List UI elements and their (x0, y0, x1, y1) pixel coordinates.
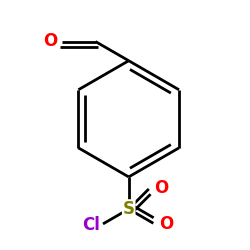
Text: Cl: Cl (82, 216, 100, 234)
Text: S: S (123, 200, 135, 218)
Text: O: O (159, 215, 173, 233)
Text: O: O (154, 179, 168, 197)
Text: O: O (44, 32, 58, 50)
